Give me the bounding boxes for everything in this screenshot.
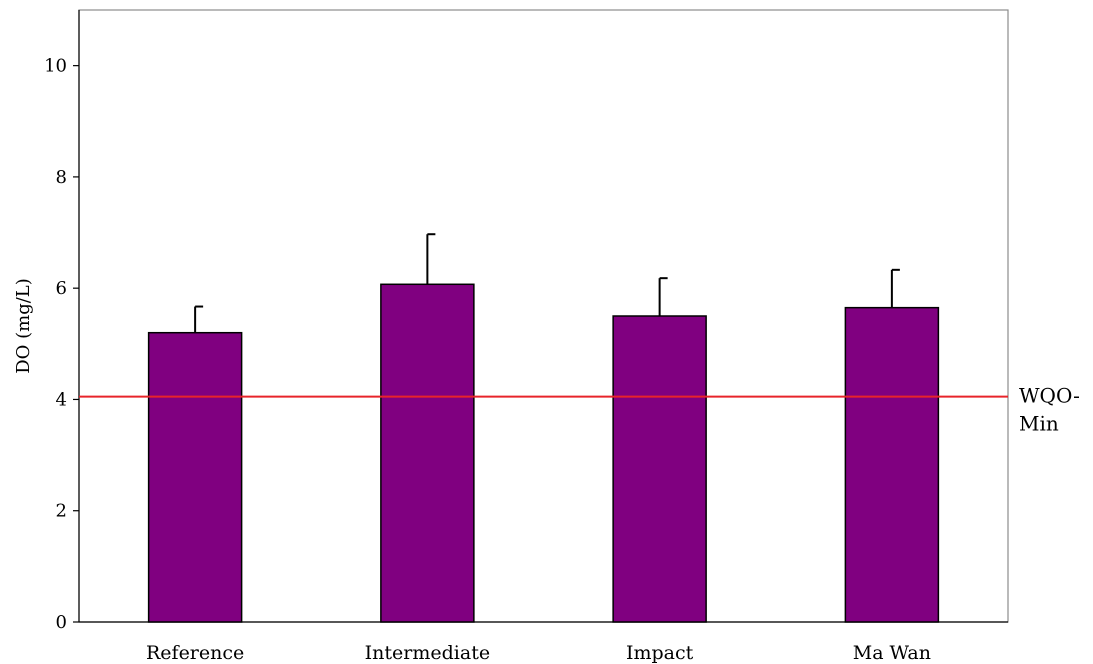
- y-tick-label: 6: [56, 278, 67, 299]
- x-category-label: Reference: [146, 642, 244, 664]
- y-tick-label: 10: [44, 56, 67, 77]
- bars-layer: [147, 233, 940, 623]
- y-tick-label: 0: [56, 612, 67, 633]
- x-category-label: Ma Wan: [853, 642, 931, 664]
- bar: [380, 283, 475, 623]
- bar: [612, 315, 707, 623]
- wqo-min-label: WQO- Min: [1019, 384, 1080, 436]
- x-category-label: Intermediate: [365, 642, 490, 664]
- bar: [844, 306, 940, 623]
- reference-layer: WQO- Min: [79, 384, 1080, 436]
- wqo-min-label-line: WQO-: [1019, 384, 1080, 408]
- y-axis-title: DO (mg/L): [13, 278, 34, 374]
- axis-layer: 0 2 4 6 8 10 Reference Intermediate Impact Ma Wan: [44, 9, 1009, 664]
- y-tick-label: 4: [56, 389, 67, 410]
- y-tick-label: 8: [56, 167, 67, 188]
- y-tick-label: 2: [56, 501, 67, 522]
- bar: [147, 331, 243, 623]
- x-category-label: Impact: [626, 642, 694, 664]
- wqo-min-label-line: Min: [1019, 412, 1059, 436]
